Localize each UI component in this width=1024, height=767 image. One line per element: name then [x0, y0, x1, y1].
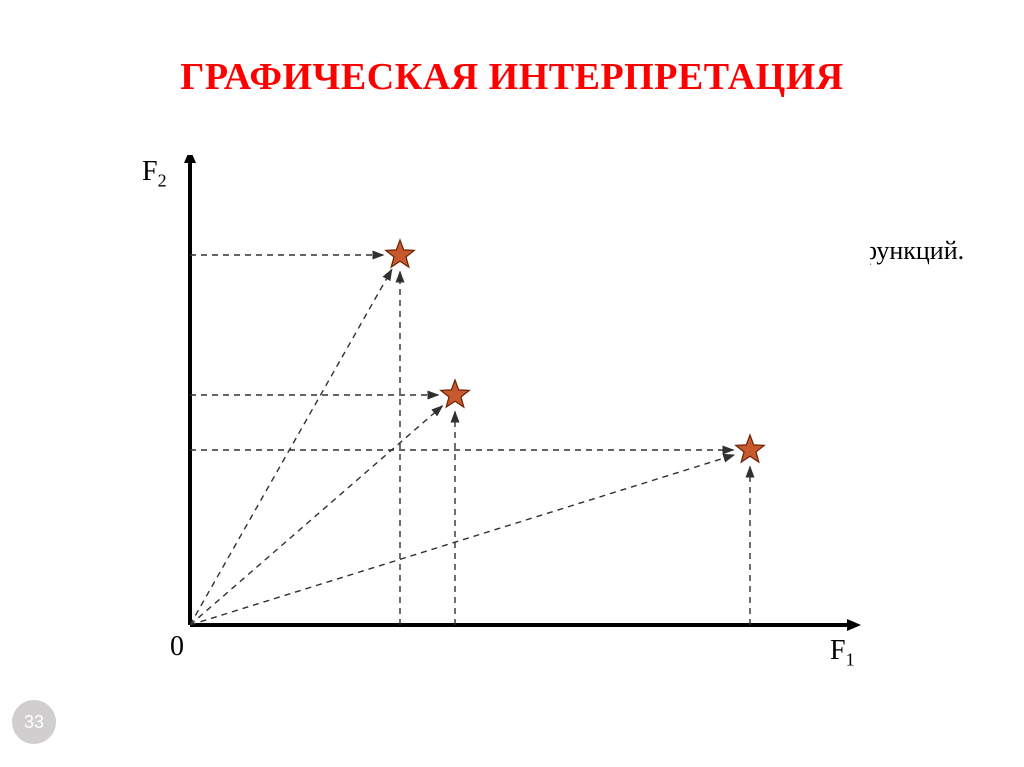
y-axis-label-base: F: [142, 156, 158, 187]
origin-label-text: 0: [170, 631, 184, 662]
star-icon: [736, 435, 765, 462]
slide-title-text: ГРАФИЧЕСКАЯ ИНТЕРПРЕТАЦИЯ: [180, 56, 843, 98]
stars-group: [386, 240, 765, 462]
star-icon: [441, 380, 470, 407]
guides-group: [190, 255, 750, 625]
slide-number: 33: [24, 712, 44, 733]
y-axis-label: F2: [142, 156, 167, 192]
slide-number-badge: 33: [12, 700, 56, 744]
vector-line: [190, 406, 443, 625]
vector-chart: [170, 155, 870, 645]
slide-title: ГРАФИЧЕСКАЯ ИНТЕРПРЕТАЦИЯ: [0, 55, 1024, 99]
vectors-group: [190, 269, 734, 625]
x-axis-label: F1: [830, 635, 855, 671]
origin-label: 0: [170, 631, 184, 663]
star-icon: [386, 240, 415, 267]
x-axis-label-base: F: [830, 635, 846, 666]
y-axis-label-sub: 2: [158, 171, 167, 191]
x-axis-label-sub: 1: [846, 650, 855, 670]
